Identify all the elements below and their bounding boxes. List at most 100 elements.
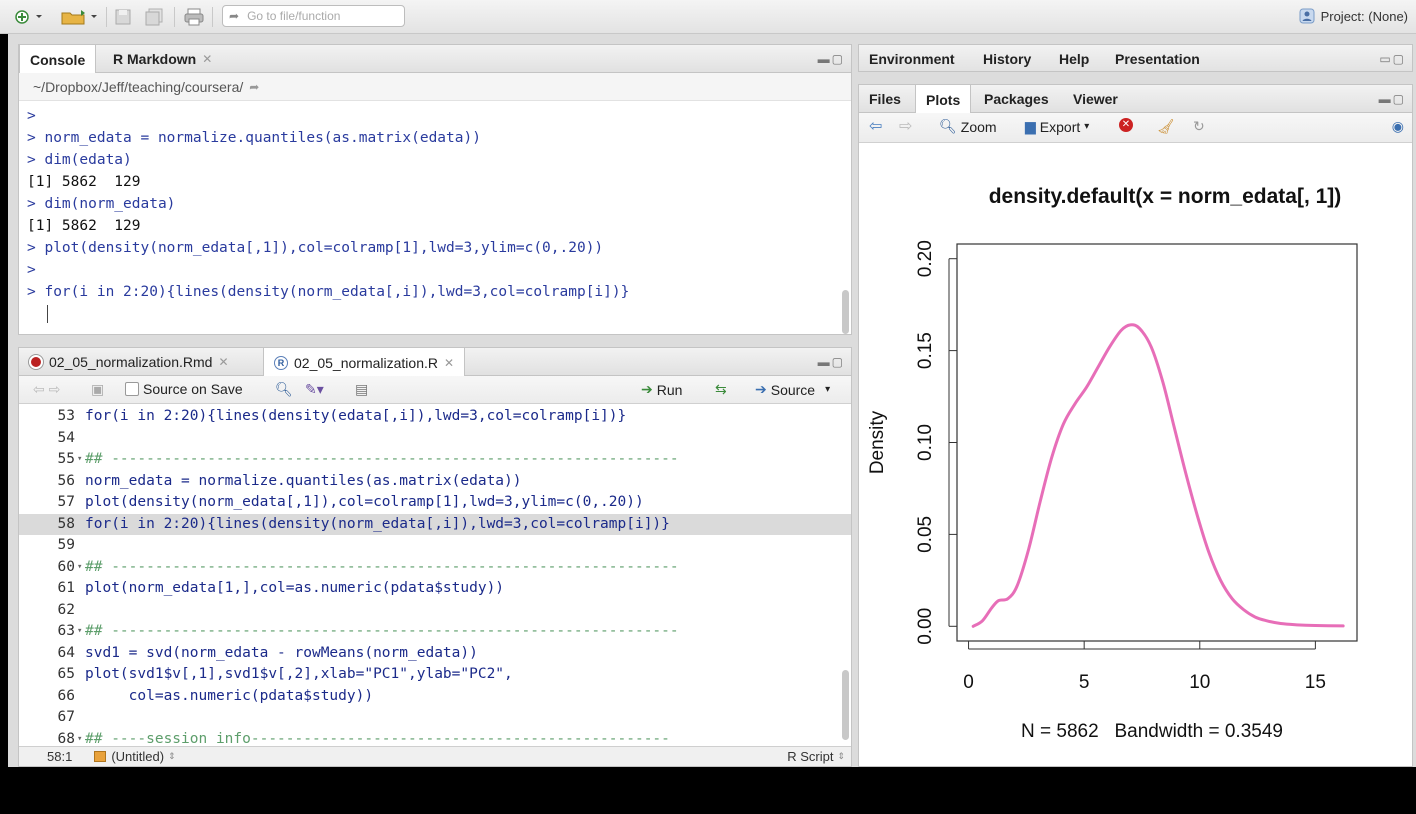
console-output[interactable]: > > norm_edata = normalize.quantiles(as.… [27, 105, 841, 325]
console-scrollbar[interactable] [842, 290, 849, 334]
main-toolbar: ➦ Go to file/function Project: (None) [0, 0, 1416, 34]
tab-rmd-file[interactable]: 02_05_normalization.Rmd ✕ [19, 348, 239, 376]
line-number: 66 [57, 687, 75, 704]
code-line[interactable]: 68 ▾ ## ----session_info------------------… [19, 729, 851, 751]
fold-icon[interactable]: ▾ [77, 733, 83, 744]
code-line[interactable]: 57 plot(density(norm_edata[,1]),col=colra… [19, 492, 851, 514]
tab-presentation[interactable]: Presentation [1105, 45, 1210, 71]
line-number: 57 [57, 494, 75, 510]
zoom-label: Zoom [960, 118, 997, 135]
code-line[interactable]: 64 svd1 = svd(norm_edata - rowMeans(norm_… [19, 643, 851, 665]
environment-pane: Environment History Help Presentation ▭▢ [858, 44, 1413, 72]
tab-environment[interactable]: Environment [859, 45, 965, 71]
project-label: Project: (None) [1320, 8, 1408, 24]
tab-r-markdown[interactable]: R Markdown ✕ [103, 45, 222, 73]
code-line[interactable]: 56 norm_edata = normalize.quantiles(as.ma… [19, 471, 851, 493]
compile-report-icon[interactable]: ▤ [355, 381, 369, 397]
tab-viewer[interactable]: Viewer [1063, 85, 1128, 113]
goto-file-input[interactable]: ➦ Go to file/function [222, 5, 405, 27]
run-button[interactable]: ➔ Run [641, 381, 682, 398]
file-type[interactable]: R Script [787, 749, 834, 764]
tab-files[interactable]: Files [859, 85, 911, 113]
source-on-save-checkbox[interactable] [125, 382, 139, 396]
open-folder-icon[interactable] [58, 7, 100, 27]
working-directory-path: ~/Dropbox/Jeff/teaching/coursera/ [33, 78, 244, 95]
code-line[interactable]: 53 for(i in 2:20){lines(density(edata[,i]… [19, 406, 851, 428]
refresh-icon[interactable]: ↻ [1193, 118, 1205, 134]
code-line[interactable]: 61 plot(norm_edata[1,],col=as.numeric(pda… [19, 578, 851, 600]
restore-icon[interactable]: ▭▢ [1379, 52, 1406, 66]
code-text: svd1 = svd(norm_edata - rowMeans(norm_ed… [85, 644, 478, 661]
save-icon[interactable] [112, 7, 134, 27]
tab-r-file[interactable]: R 02_05_normalization.R ✕ [263, 348, 466, 377]
plots-pane: Files Plots Packages Viewer ▬▢ ⇦ ⇨ 🔍︎ Zoo… [858, 84, 1413, 767]
print-icon[interactable] [182, 7, 206, 27]
new-file-icon[interactable] [12, 7, 46, 27]
fold-icon[interactable]: ▾ [77, 561, 83, 572]
close-icon[interactable]: ✕ [443, 355, 455, 370]
console-pane: Console R Markdown ✕ ▬▢ ~/Dropbox/Jeff/te… [18, 44, 852, 335]
back-forward-icon[interactable]: ⇦ ⇨ [33, 381, 61, 397]
fold-icon[interactable]: ▾ [77, 626, 83, 636]
line-number: 62 [57, 601, 75, 618]
project-icon [1299, 8, 1315, 24]
source-on-save-toggle[interactable]: Source on Save [125, 381, 243, 397]
code-line[interactable]: 58 for(i in 2:20){lines(density(norm_edat… [19, 513, 851, 535]
source-button[interactable]: ➔ Source ▾ [755, 381, 830, 398]
tab-help[interactable]: Help [1049, 45, 1099, 71]
chevron-updown-icon: ⇕ [168, 751, 176, 761]
goto-arrow-icon: ➦ [229, 9, 240, 23]
clear-all-icon[interactable]: 🧹︎ [1157, 118, 1175, 134]
zoom-button[interactable]: 🔍︎ Zoom [939, 118, 997, 135]
go-to-directory-icon[interactable]: ➦ [249, 79, 260, 94]
tab-console[interactable]: Console [19, 45, 97, 74]
chevron-down-icon: ▾ [825, 384, 831, 395]
minimize-maximize-icon[interactable]: ▬▢ [817, 355, 845, 369]
tab-plots[interactable]: Plots [915, 85, 972, 114]
console-prompt[interactable] [27, 303, 841, 325]
code-line[interactable]: 63 ▾ ## ----------------------------------… [19, 621, 851, 643]
close-icon[interactable]: ✕ [202, 52, 213, 66]
code-editor[interactable]: 53 for(i in 2:20){lines(density(edata[,i]… [19, 406, 851, 748]
code-line[interactable]: 55 ▾ ## ----------------------------------… [19, 449, 851, 471]
scope-label[interactable]: (Untitled) [111, 749, 165, 764]
x-tick-label: 0 [963, 672, 974, 693]
next-plot-icon[interactable]: ⇨ [899, 118, 913, 135]
magic-wand-icon[interactable]: ✎▾ [305, 381, 324, 397]
project-menu[interactable]: Project: (None) [1299, 8, 1408, 24]
line-number: 53 [57, 408, 75, 424]
code-line[interactable]: 62 [19, 600, 851, 622]
line-number: 55 [57, 451, 75, 467]
source-label: Source [770, 381, 816, 398]
editor-scrollbar[interactable] [842, 670, 849, 740]
code-line[interactable]: 65 plot(svd1$v[,1],svd1$v[,2],xlab="PC1",… [19, 664, 851, 686]
tab-packages[interactable]: Packages [974, 85, 1059, 113]
remove-plot-icon[interactable]: ✕ [1119, 118, 1133, 132]
chart-title: density.default(x = norm_edata[, 1]) [989, 185, 1342, 208]
code-line[interactable]: 66 col=as.numeric(pdata$study)) [19, 686, 851, 708]
minimize-maximize-icon[interactable]: ▬▢ [1378, 92, 1406, 106]
fold-icon[interactable]: ▾ [77, 454, 83, 464]
code-line[interactable]: 60 ▾ ## ----------------------------------… [19, 557, 851, 579]
tab-environment-label: Environment [869, 51, 955, 67]
y-tick-label: 0.10 [915, 424, 936, 461]
tab-history[interactable]: History [973, 45, 1041, 71]
tab-r-file-label: 02_05_normalization.R [294, 354, 438, 371]
source-toolbar: ⇦ ⇨ ▣ Source on Save 🔍︎ ✎▾ ▤ ➔ Run ⇆ ➔ Sou… [19, 376, 851, 404]
close-icon[interactable]: ✕ [218, 355, 229, 369]
console-line: > [27, 262, 36, 278]
x-tick-label: 10 [1189, 672, 1210, 693]
code-line[interactable]: 54 [19, 428, 851, 450]
minimize-maximize-icon[interactable]: ▬▢ [817, 52, 845, 66]
text-cursor [47, 305, 48, 323]
code-line[interactable]: 59 [19, 535, 851, 557]
save-all-icon[interactable] [142, 7, 166, 27]
rerun-icon[interactable]: ⇆ [715, 381, 727, 397]
previous-plot-icon[interactable]: ⇦ [869, 118, 883, 135]
publish-icon[interactable]: ◉ [1391, 118, 1404, 134]
chevron-down-icon: ▾ [1084, 121, 1090, 132]
save-icon[interactable]: ▣ [91, 381, 105, 397]
code-line[interactable]: 67 [19, 707, 851, 729]
export-button[interactable]: ▆ Export ▾ [1025, 118, 1089, 135]
search-icon[interactable]: 🔍︎ [275, 381, 293, 397]
